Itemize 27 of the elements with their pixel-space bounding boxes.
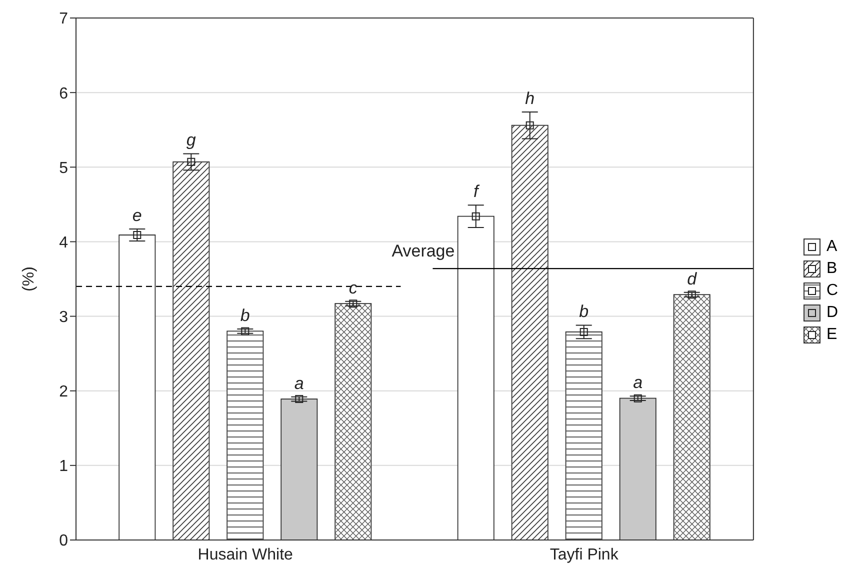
legend-label: C	[826, 282, 838, 300]
x-tick-label: Husain White	[198, 546, 294, 564]
y-tick-label: 2	[59, 384, 68, 401]
data-label: f	[474, 182, 480, 202]
y-tick-label: 5	[59, 160, 68, 177]
data-label: d	[687, 269, 698, 288]
data-label: a	[633, 373, 643, 392]
y-tick-label: 6	[59, 85, 68, 102]
y-tick-label: 4	[59, 234, 68, 252]
data-label: a	[294, 374, 304, 393]
data-label: b	[240, 306, 250, 325]
y-tick-label: 0	[59, 532, 68, 550]
data-label: g	[186, 130, 196, 150]
y-tick-label: 7	[59, 10, 68, 28]
y-tick-label: 1	[59, 458, 68, 476]
data-label: e	[132, 206, 142, 226]
data-label: h	[525, 88, 535, 108]
legend-label: B	[826, 260, 838, 278]
x-tick-label: Tayfi Pink	[550, 546, 620, 564]
data-label: c	[348, 278, 358, 298]
data-label: b	[579, 302, 589, 322]
legend-label: D	[826, 304, 838, 322]
y-axis-title: (%)	[20, 266, 38, 292]
ref-line-label: Average	[392, 242, 455, 261]
y-tick-label: 3	[59, 308, 68, 326]
legend-label: A	[826, 238, 838, 256]
legend-label: E	[826, 326, 838, 344]
